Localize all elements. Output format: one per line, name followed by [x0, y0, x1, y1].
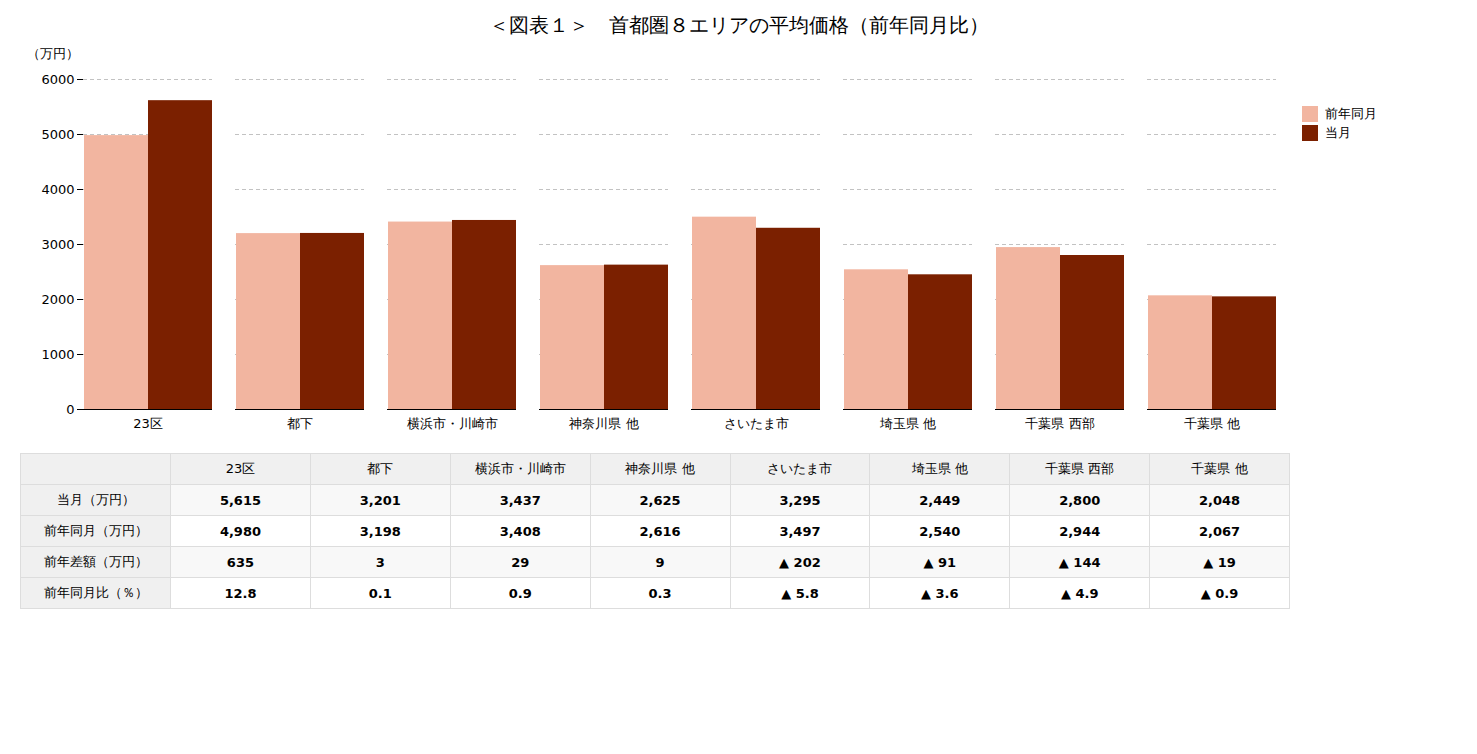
- html-text:千葉県 西部: 千葉県 西部: [1045, 461, 1115, 476]
- html-text:3,295: 3,295: [779, 492, 821, 508]
- html-text:▲ 5.8: ▲ 5.8: [781, 585, 819, 601]
- html-text:5,615: 5,615: [219, 492, 261, 508]
- html-text:前年差額（万円）: 前年差額（万円）: [43, 554, 148, 569]
- html-text:2,944: 2,944: [1059, 523, 1101, 539]
- svg-text:4000: 4000: [41, 182, 74, 197]
- html-text:千葉県 他: 千葉県 他: [1191, 461, 1248, 476]
- svg-text:1000: 1000: [41, 347, 74, 362]
- html-text:＜図表１＞ 首都圏８エリアの平均価格（前年同月比）: ＜図表１＞ 首都圏８エリアの平均価格（前年同月比）: [488, 13, 989, 37]
- html-text:635: 635: [226, 554, 254, 570]
- svg-text:都下: 都下: [287, 416, 313, 431]
- html-text:埼玉県 他: 埼玉県 他: [911, 461, 968, 476]
- html-text:2,540: 2,540: [919, 523, 961, 539]
- html-text:都下: 都下: [367, 461, 394, 476]
- svg-text:（万円）: （万円）: [27, 46, 79, 61]
- html-text:0.3: 0.3: [648, 585, 672, 601]
- html-text:2,625: 2,625: [639, 492, 681, 508]
- html-text:12.8: 12.8: [224, 585, 257, 601]
- html-text:2,048: 2,048: [1199, 492, 1241, 508]
- svg-text:神奈川県 他: 神奈川県 他: [569, 416, 638, 431]
- svg-text:6000: 6000: [41, 72, 74, 87]
- svg-text:23区: 23区: [133, 416, 163, 431]
- html-text:3,437: 3,437: [499, 492, 541, 508]
- svg-text:2000: 2000: [41, 292, 74, 307]
- html-text:▲ 91: ▲ 91: [923, 554, 957, 570]
- html-text:前年同月（万円）: 前年同月（万円）: [43, 523, 148, 538]
- html-text:3,408: 3,408: [499, 523, 541, 539]
- html-text:0.9: 0.9: [508, 585, 532, 601]
- html-text:▲ 4.9: ▲ 4.9: [1060, 585, 1099, 601]
- html-text:▲ 0.9: ▲ 0.9: [1200, 585, 1239, 601]
- html-text:当月: 当月: [1324, 125, 1351, 140]
- html-text:3,497: 3,497: [779, 523, 821, 539]
- html-text:さいたま市: さいたま市: [767, 461, 833, 476]
- html-text:▲ 202: ▲ 202: [779, 554, 821, 570]
- html-text:29: 29: [511, 554, 530, 570]
- svg-text:さいたま市: さいたま市: [724, 416, 789, 431]
- html-text:2,800: 2,800: [1059, 492, 1101, 508]
- html-text:3: 3: [375, 554, 385, 570]
- svg-text:千葉県 他: 千葉県 他: [1184, 416, 1240, 431]
- html-text:前年同月比（％）: 前年同月比（％）: [43, 585, 148, 600]
- html-text:3,198: 3,198: [359, 523, 401, 539]
- html-text:▲ 144: ▲ 144: [1058, 554, 1101, 570]
- html-text:23区: 23区: [225, 461, 256, 476]
- html-text:▲ 19: ▲ 19: [1203, 554, 1236, 570]
- html-text:9: 9: [655, 554, 665, 570]
- svg-text:5000: 5000: [41, 127, 74, 142]
- html-text:神奈川県 他: 神奈川県 他: [625, 461, 695, 476]
- svg-text:0: 0: [66, 402, 74, 417]
- svg-text:3000: 3000: [41, 237, 74, 252]
- html-text:当月（万円）: 当月（万円）: [56, 492, 135, 507]
- html-text:2,067: 2,067: [1199, 523, 1241, 539]
- html-text:2,449: 2,449: [919, 492, 961, 508]
- html-text:▲ 3.6: ▲ 3.6: [921, 585, 959, 601]
- html-text:横浜市・川崎市: 横浜市・川崎市: [474, 461, 566, 476]
- html-text:前年同月: 前年同月: [1324, 106, 1377, 121]
- svg-text:横浜市・川崎市: 横浜市・川崎市: [407, 416, 498, 431]
- html-text:2,616: 2,616: [639, 523, 681, 539]
- svg-text:千葉県 西部: 千葉県 西部: [1025, 416, 1094, 431]
- html-text:4,980: 4,980: [219, 523, 261, 539]
- svg-text:埼玉県 他: 埼玉県 他: [879, 416, 936, 431]
- html-text:3,201: 3,201: [359, 492, 401, 508]
- html-text:0.1: 0.1: [368, 585, 392, 601]
